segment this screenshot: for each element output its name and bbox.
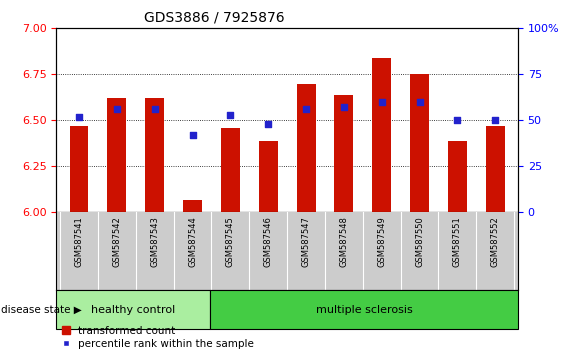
Bar	[183, 200, 202, 212]
Text: GSM587549: GSM587549	[377, 216, 386, 267]
Bar	[108, 98, 126, 212]
Bar	[259, 141, 278, 212]
Bar	[410, 74, 429, 212]
Point	[453, 118, 462, 123]
Text: GSM587542: GSM587542	[113, 216, 122, 267]
Bar	[486, 126, 504, 212]
Text: GSM587551: GSM587551	[453, 216, 462, 267]
Text: GSM587544: GSM587544	[188, 216, 197, 267]
Point	[188, 132, 197, 138]
Point	[377, 99, 386, 105]
Point	[302, 107, 311, 112]
Point	[150, 107, 159, 112]
Point	[415, 99, 424, 105]
Bar	[56, 290, 210, 329]
Text: GSM587545: GSM587545	[226, 216, 235, 267]
Bar	[221, 128, 240, 212]
Bar	[145, 98, 164, 212]
Text: GSM587550: GSM587550	[415, 216, 424, 267]
Point	[491, 118, 500, 123]
Point	[74, 114, 83, 120]
Legend: transformed count, percentile rank within the sample: transformed count, percentile rank withi…	[61, 326, 254, 349]
Point	[339, 105, 348, 110]
Text: GSM587546: GSM587546	[263, 216, 272, 267]
Bar	[448, 141, 467, 212]
Point	[226, 112, 235, 118]
Bar	[297, 84, 315, 212]
Text: GSM587548: GSM587548	[339, 216, 348, 267]
Text: multiple sclerosis: multiple sclerosis	[316, 305, 413, 315]
Point	[263, 121, 272, 127]
Bar	[70, 126, 88, 212]
Text: GSM587552: GSM587552	[491, 216, 500, 267]
Text: healthy control: healthy control	[91, 305, 175, 315]
Text: GSM587541: GSM587541	[74, 216, 83, 267]
Point	[113, 107, 122, 112]
Text: GDS3886 / 7925876: GDS3886 / 7925876	[144, 11, 284, 25]
Bar	[210, 290, 518, 329]
Text: GSM587543: GSM587543	[150, 216, 159, 267]
Bar	[372, 58, 391, 212]
Text: GSM587547: GSM587547	[302, 216, 311, 267]
Bar	[334, 95, 354, 212]
Text: disease state ▶: disease state ▶	[1, 305, 82, 315]
